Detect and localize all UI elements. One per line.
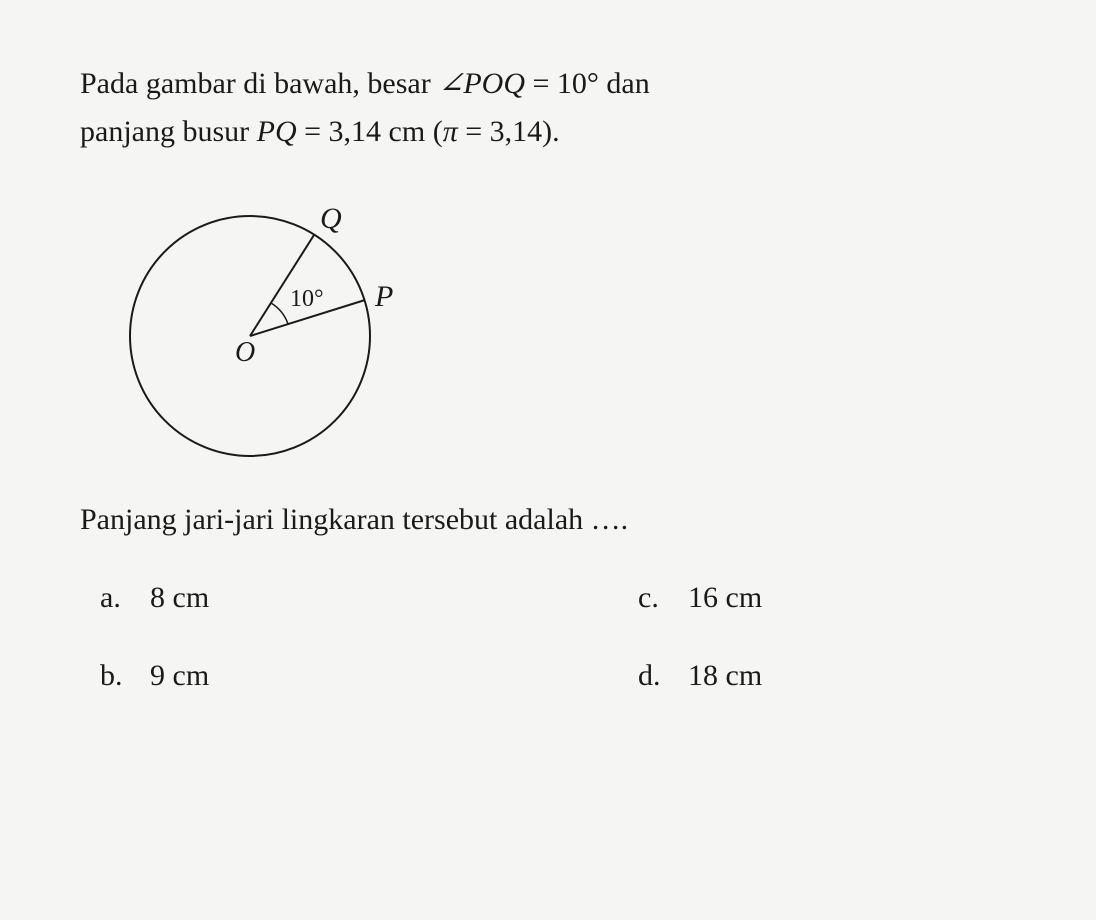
option-a-text: 8 cm	[150, 574, 209, 622]
diagram-svg: Q P O 10°	[120, 186, 420, 476]
option-a-letter: a.	[100, 574, 150, 622]
pi-label: π	[443, 115, 458, 148]
angle-arc	[271, 303, 288, 324]
pq-label: PQ	[257, 115, 297, 148]
angle-text: 10°	[290, 286, 324, 312]
q-line1-post: = 10° dan	[525, 67, 650, 100]
option-b-text: 9 cm	[150, 652, 209, 700]
q-line2-pre: panjang busur	[80, 115, 257, 148]
q-line1-pre: Pada gambar di bawah, besar	[80, 67, 438, 100]
circle-diagram: Q P O 10°	[120, 186, 400, 466]
option-d-text: 18 cm	[688, 652, 762, 700]
option-b-letter: b.	[100, 652, 150, 700]
option-b: b. 9 cm	[100, 652, 478, 700]
q-line2-post: = 3,14).	[458, 115, 560, 148]
option-d: d. 18 cm	[638, 652, 1016, 700]
label-p: P	[374, 280, 393, 313]
angle-poq: ∠POQ	[438, 67, 525, 100]
label-q: Q	[320, 202, 342, 235]
question-text: Pada gambar di bawah, besar ∠POQ = 10° d…	[80, 60, 1016, 156]
follow-up-text: Panjang jari-jari lingkaran tersebut ada…	[80, 496, 1016, 544]
question-line2: panjang busur PQ = 3,14 cm (π = 3,14).	[80, 108, 1016, 156]
label-o: O	[235, 337, 255, 368]
options-grid: a. 8 cm c. 16 cm b. 9 cm d. 18 cm	[100, 574, 1016, 700]
option-c: c. 16 cm	[638, 574, 1016, 622]
option-d-letter: d.	[638, 652, 688, 700]
option-c-letter: c.	[638, 574, 688, 622]
question-line1: Pada gambar di bawah, besar ∠POQ = 10° d…	[80, 60, 1016, 108]
option-a: a. 8 cm	[100, 574, 478, 622]
option-c-text: 16 cm	[688, 574, 762, 622]
q-line2-mid: = 3,14 cm (	[297, 115, 443, 148]
